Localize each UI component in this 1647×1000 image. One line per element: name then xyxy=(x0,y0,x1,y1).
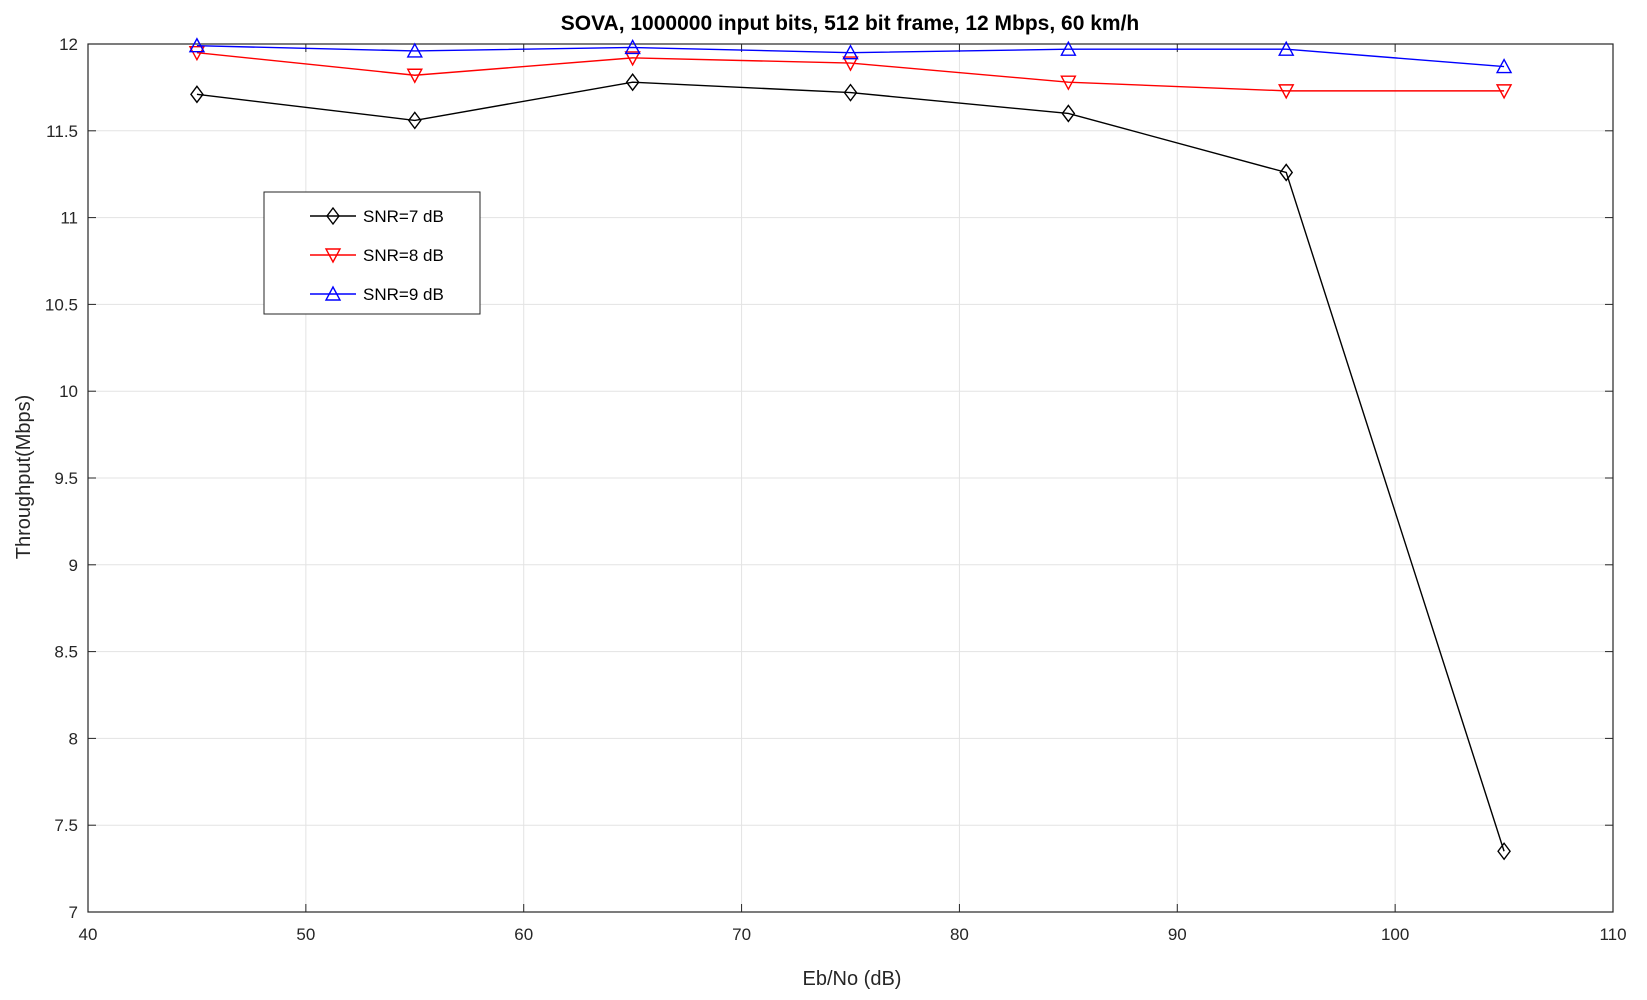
data-point xyxy=(1278,84,1295,100)
data-point xyxy=(1060,75,1077,91)
x-tick-label: 110 xyxy=(1599,925,1626,944)
y-tick-label: 11.5 xyxy=(46,122,78,141)
data-point xyxy=(843,83,858,102)
data-point xyxy=(407,111,422,130)
data-point xyxy=(406,68,423,84)
y-tick-label: 8.5 xyxy=(54,643,78,662)
data-point xyxy=(1495,84,1513,100)
series-line xyxy=(196,81,1505,852)
data-point xyxy=(624,38,641,55)
y-tick-label: 8 xyxy=(69,729,78,748)
y-tick-label: 9 xyxy=(69,556,78,575)
x-tick-label: 100 xyxy=(1381,925,1409,944)
data-point xyxy=(1278,40,1295,56)
legend-marker xyxy=(326,206,340,226)
x-tick-label: 50 xyxy=(296,925,315,944)
data-point xyxy=(1497,842,1511,861)
y-tick-label: 10 xyxy=(59,382,78,401)
grid xyxy=(87,43,1614,913)
data-point xyxy=(188,37,206,53)
legend-marker xyxy=(324,248,342,264)
x-tick-label: 60 xyxy=(514,925,533,944)
series-2 xyxy=(188,45,1513,100)
data-point xyxy=(1061,104,1076,123)
data-point xyxy=(1279,163,1294,182)
y-tick-label: 7 xyxy=(69,903,78,922)
y-axis-label: Throughput(Mbps) xyxy=(13,395,35,560)
x-tick-label: 40 xyxy=(79,925,98,944)
data-point xyxy=(406,42,423,58)
legend-label: SNR=8 dB xyxy=(363,246,444,265)
data-point xyxy=(1495,58,1513,74)
legend-label: SNR=7 dB xyxy=(363,207,444,226)
data-point xyxy=(190,85,204,104)
series-layer xyxy=(188,37,1513,861)
series-line xyxy=(196,51,1505,92)
series-1 xyxy=(190,73,1511,861)
y-tick-label: 10.5 xyxy=(45,295,78,314)
data-point xyxy=(842,56,859,72)
series-line xyxy=(196,45,1505,68)
y-tick-label: 7.5 xyxy=(54,816,78,835)
plot-area: 40 50 60 70 80 90 100 110 7 7.5 8 8.5 9 9.5 10 10.5 11 11… xyxy=(45,35,1627,944)
data-point xyxy=(624,51,641,67)
x-tick-label: 80 xyxy=(950,925,969,944)
legend: SNR=7 dB SNR=8 dB SNR=9 dB xyxy=(263,191,481,315)
y-tick-label: 12 xyxy=(59,35,78,54)
legend-box xyxy=(263,191,481,315)
series-3 xyxy=(188,37,1513,74)
axis-ticks: 40 50 60 70 80 90 100 110 7 7.5 8 8.5 9 9.5 10 10.5 11 11… xyxy=(45,35,1627,944)
data-point xyxy=(842,44,859,60)
y-tick-label: 11 xyxy=(60,209,78,228)
x-axis-label: Eb/No (dB) xyxy=(803,968,902,990)
x-tick-label: 70 xyxy=(732,925,751,944)
chart-title: SOVA, 1000000 input bits, 512 bit frame,… xyxy=(561,12,1139,35)
legend-marker xyxy=(324,285,342,301)
data-point xyxy=(625,73,640,92)
legend-label: SNR=9 dB xyxy=(363,285,444,304)
data-point xyxy=(1060,40,1077,56)
x-tick-label: 90 xyxy=(1168,925,1187,944)
data-point xyxy=(188,45,206,62)
y-tick-label: 9.5 xyxy=(54,469,78,488)
